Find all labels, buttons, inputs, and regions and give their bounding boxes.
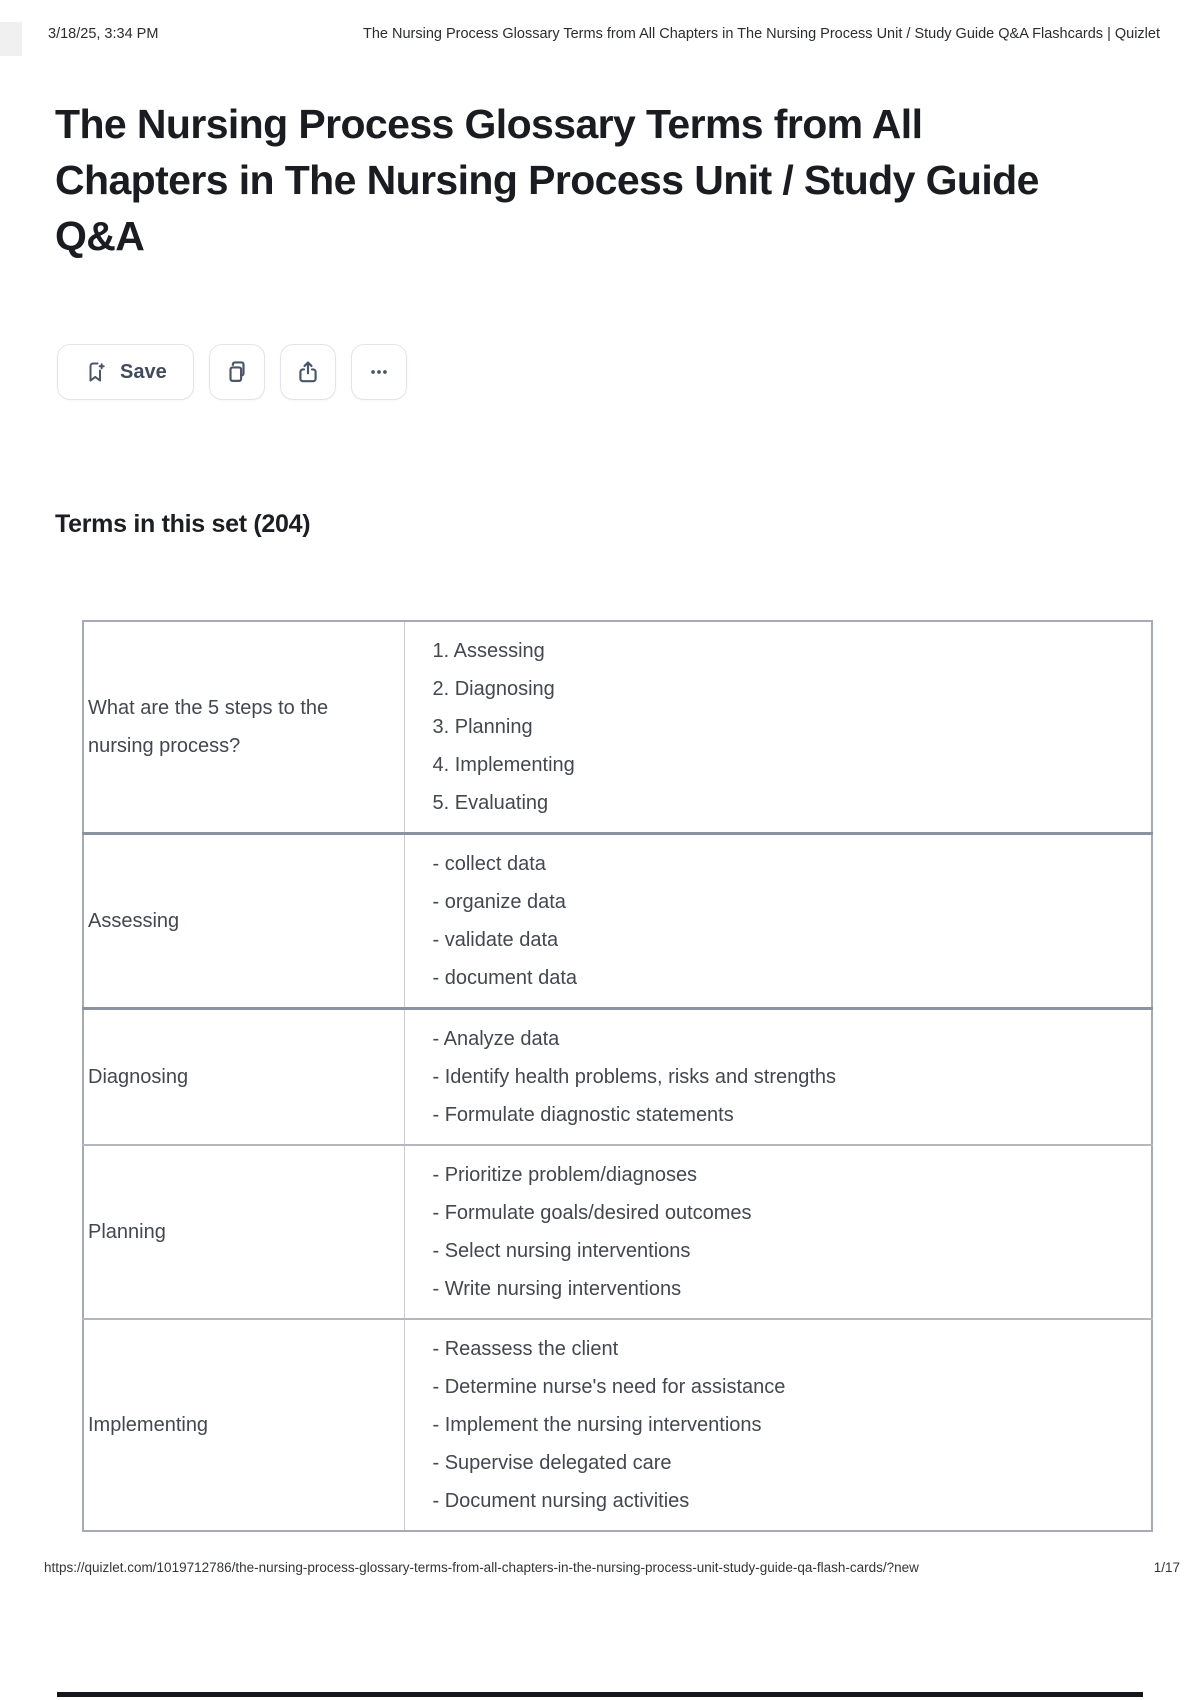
definition-line: - Identify health problems, risks and st… (432, 1066, 837, 1088)
definition-cell: - Prioritize problem/diagnoses - Formulat… (403, 1145, 1152, 1320)
definition-line: - document data (432, 967, 578, 989)
definition-cell: 1. Assessing 2. Diagnosing 3. Planning 4. I… (403, 621, 1152, 835)
term-row: Diagnosing - Analyze data - Identify healt… (83, 1008, 1152, 1146)
term-row: Planning - Prioritize problem/diagnoses - … (83, 1145, 1152, 1320)
print-footer: https://quizlet.com/1019712786/the-nursi… (44, 1560, 1180, 1575)
definition-cell: - collect data - organize data - validate … (403, 833, 1152, 1010)
definition-line: - Document nursing activities (432, 1490, 690, 1512)
copy-icon (224, 359, 250, 385)
term-row: Implementing - Reassess the client - Deter… (83, 1319, 1152, 1531)
term-cell: Implementing (88, 1414, 209, 1436)
print-header: 3/18/25, 3:34 PM The Nursing Process Glo… (48, 26, 1160, 42)
more-options-button[interactable] (350, 344, 407, 400)
page-indicator: 1/17 (1153, 1560, 1180, 1575)
definition-cell: - Reassess the client - Determine nurse's… (403, 1319, 1152, 1531)
definition-line: - Supervise delegated care (432, 1452, 672, 1474)
term-cell: Diagnosing (83, 1008, 404, 1146)
definition-cell: - Analyze data - Identify health problems… (403, 1008, 1152, 1146)
print-datetime: 3/18/25, 3:34 PM (48, 26, 159, 42)
save-button-label: Save (120, 360, 167, 383)
definition-line: 5. Evaluating (432, 792, 549, 814)
terms-table-body: What are the 5 steps to the nursing proc… (83, 621, 1152, 1531)
definition-line: 1. Assessing (432, 640, 545, 662)
definition-line: - Analyze data (432, 1028, 560, 1050)
definition-line: - Reassess the client (432, 1338, 619, 1360)
definition-line: 3. Planning (432, 716, 533, 738)
term-row: Assessing - collect data - organize data - … (83, 833, 1152, 1010)
term-cell: Assessing (83, 833, 404, 1010)
definition-line: - Prioritize problem/diagnoses (432, 1164, 698, 1186)
definition-line: - Write nursing interventions (432, 1278, 682, 1300)
definition-line: - Formulate goals/desired outcomes (432, 1202, 752, 1224)
term-cell: Planning (83, 1145, 404, 1320)
ellipsis-icon (366, 359, 392, 385)
definition-line: - collect data (432, 853, 546, 875)
bookmark-plus-icon (84, 360, 108, 384)
scan-artifact (0, 22, 22, 56)
term-row: What are the 5 steps to the nursing proc… (83, 621, 1152, 835)
definition-line: - Select nursing interventions (432, 1240, 691, 1262)
copy-button[interactable] (208, 344, 265, 400)
definition-line: 2. Diagnosing (432, 678, 555, 700)
definition-line: - Formulate diagnostic statements (432, 1104, 734, 1126)
terms-set-heading: Terms in this set (204) (55, 510, 311, 538)
save-button[interactable]: Save (57, 344, 194, 400)
share-button[interactable] (279, 344, 336, 400)
print-doc-title: The Nursing Process Glossary Terms from … (362, 26, 1160, 42)
definition-line: - Determine nurse's need for assistance (432, 1376, 786, 1398)
definition-line: - validate data (432, 929, 559, 951)
definition-line: - Implement the nursing interventions (432, 1414, 762, 1436)
toolbar: Save (57, 344, 407, 400)
share-icon (295, 359, 321, 385)
next-page-edge (57, 1692, 1143, 1697)
terms-table: What are the 5 steps to the nursing proc… (82, 620, 1153, 1532)
definition-line: 4. Implementing (432, 754, 575, 776)
print-url: https://quizlet.com/1019712786/the-nursi… (44, 1560, 919, 1575)
page-title: The Nursing Process Glossary Terms from … (55, 101, 1039, 259)
definition-line: - organize data (432, 891, 566, 913)
term-cell: What are the 5 steps to the nursing proc… (83, 621, 404, 835)
